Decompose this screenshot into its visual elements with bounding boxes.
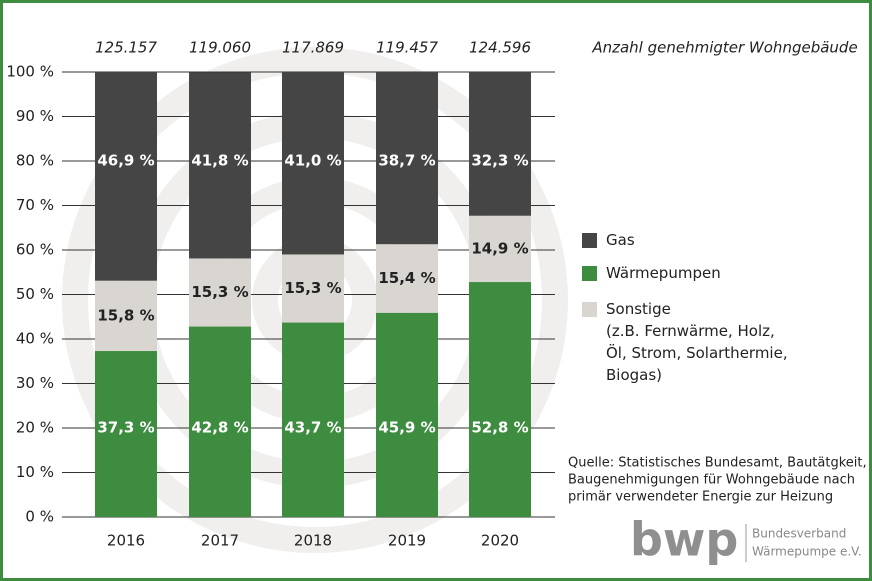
y-tick-label: 30 % — [16, 374, 54, 392]
x-tick-label: 2018 — [294, 532, 332, 550]
y-tick-label: 100 % — [6, 63, 54, 81]
legend-entry: Sonstige (z.B. Fernwärme, Holz, Öl, Stro… — [582, 298, 788, 386]
legend-swatch — [582, 233, 597, 248]
bar-segment — [189, 326, 251, 517]
bar-segment — [95, 280, 157, 352]
bar-segment — [376, 72, 438, 245]
bar-segment — [282, 254, 344, 323]
x-tick-label: 2019 — [388, 532, 426, 550]
data-label: 52,8 % — [471, 419, 528, 437]
data-label: 38,7 % — [378, 152, 435, 170]
y-tick-label: 50 % — [16, 285, 54, 303]
total-label: 119.060 — [189, 39, 251, 57]
legend-text: Sonstige (z.B. Fernwärme, Holz, Öl, Stro… — [606, 300, 788, 384]
data-label: 15,3 % — [284, 279, 341, 297]
x-tick-label: 2020 — [481, 532, 519, 550]
data-label: 32,3 % — [471, 152, 528, 170]
y-tick-label: 10 % — [16, 463, 54, 481]
total-label: 125.157 — [95, 39, 157, 57]
data-label: 43,7 % — [284, 419, 341, 437]
data-label: 45,9 % — [378, 419, 435, 437]
legend-text: Wärmepumpen — [606, 264, 721, 282]
legend-entry: Wärmepumpen — [582, 262, 721, 284]
bar-segment — [189, 72, 251, 259]
x-tick-label: 2017 — [201, 532, 239, 550]
y-tick-label: 20 % — [16, 419, 54, 437]
x-tick-label: 2016 — [107, 532, 145, 550]
source: Baugenehmigungen für Wohngebäude nach — [568, 473, 855, 488]
bar-segment — [95, 72, 157, 281]
legend-text: Gas — [606, 231, 635, 249]
total-label: 124.596 — [469, 39, 531, 57]
y-tick-label: 0 % — [25, 508, 54, 526]
bar-segment — [376, 312, 438, 517]
data-label: 15,3 % — [191, 283, 248, 301]
source: primär verwendeter Energie zur Heizung — [568, 490, 833, 505]
bar-segment — [189, 258, 251, 327]
data-label: 15,8 % — [97, 306, 154, 324]
totals-label: Anzahl genehmigter Wohngebäude — [591, 39, 857, 57]
total-label: 119.457 — [376, 39, 438, 57]
logo-mark: bwp — [630, 513, 738, 567]
bar-segment — [376, 244, 438, 313]
y-tick-label: 90 % — [16, 107, 54, 125]
logo-text: Wärmepumpe e.V. — [752, 545, 862, 559]
data-label: 46,9 % — [97, 152, 154, 170]
logo-text: Bundesverband — [752, 527, 846, 541]
data-label: 42,8 % — [191, 419, 248, 437]
bar-segment — [469, 215, 531, 283]
total-label: 117.869 — [282, 39, 344, 57]
data-label: 15,4 % — [378, 269, 435, 287]
legend-entry: Gas — [582, 229, 635, 251]
data-label: 41,0 % — [284, 152, 341, 170]
bar-segment — [282, 322, 344, 517]
legend-swatch — [582, 266, 597, 281]
legend-swatch — [582, 302, 597, 317]
data-label: 14,9 % — [471, 239, 528, 257]
bar-segment — [469, 72, 531, 216]
y-tick-label: 60 % — [16, 241, 54, 259]
y-tick-label: 80 % — [16, 152, 54, 170]
data-label: 41,8 % — [191, 152, 248, 170]
source: Quelle: Statistisches Bundesamt, Bautätg… — [568, 456, 867, 471]
y-tick-label: 40 % — [16, 330, 54, 348]
bar-segment — [282, 72, 344, 255]
bar-segment — [469, 282, 531, 517]
y-tick-label: 70 % — [16, 196, 54, 214]
bar-segment — [95, 351, 157, 517]
data-label: 37,3 % — [97, 419, 154, 437]
